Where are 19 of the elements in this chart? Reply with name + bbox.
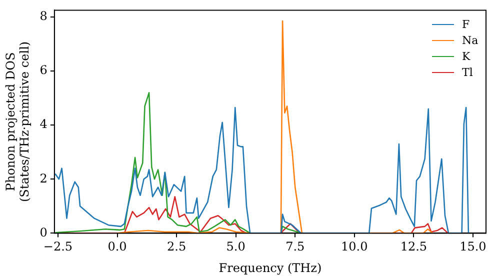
x-tick-label: 10.0 <box>341 240 368 254</box>
x-tick-label: 12.5 <box>400 240 428 254</box>
y-tick-label: 8 <box>40 9 48 24</box>
x-tick-label: 0.0 <box>108 240 127 254</box>
y-tick-label: 4 <box>40 117 48 132</box>
x-axis-title: Frequency (THz) <box>218 260 322 275</box>
x-tick-label: 5.0 <box>226 240 246 254</box>
y-tick-label: 6 <box>40 63 48 78</box>
x-tick-label: 15.0 <box>460 240 486 254</box>
y-tick-label: 2 <box>40 171 48 186</box>
y-tick-label: 0 <box>40 225 48 240</box>
legend-label: K <box>462 50 470 63</box>
y-axis-title: Phonon projected DOS (States/THz·primitive cell) <box>3 41 32 202</box>
legend-label: Tl <box>462 66 473 79</box>
x-tick-label: 2.5 <box>167 240 186 254</box>
legend-label: Na <box>462 34 478 47</box>
x-tick-label: −2.5 <box>43 240 73 254</box>
legend-label: F <box>462 18 470 31</box>
x-tick-label: 7.5 <box>286 240 305 254</box>
